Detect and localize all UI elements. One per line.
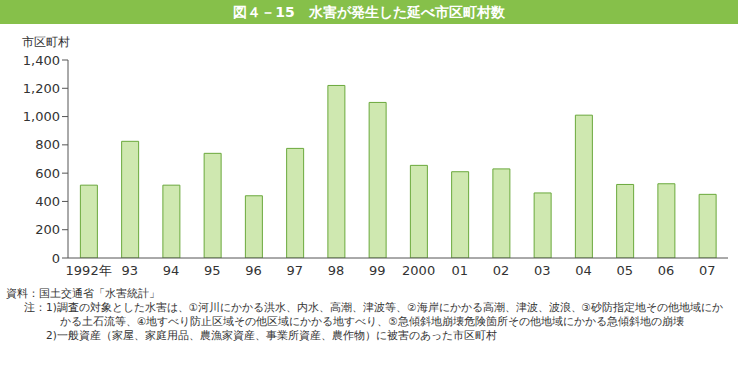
- svg-text:96: 96: [245, 263, 262, 278]
- svg-text:02: 02: [493, 263, 510, 278]
- html-text:2)一般資産（家屋、家庭用品、農漁家資産、事業所資産、農作物: 2)一般資産（家屋、家庭用品、農漁家資産、事業所資産、農作物）に被害のあった市区…: [46, 329, 497, 341]
- html-text:市区町村: 市区町村: [22, 35, 70, 49]
- svg-text:1,200: 1,200: [23, 81, 60, 96]
- svg-text:94: 94: [163, 263, 180, 278]
- svg-text:07: 07: [699, 263, 716, 278]
- svg-text:0: 0: [52, 251, 60, 266]
- html-text:図４－15 水害が発生した延べ市区町村数: 図４－15 水害が発生した延べ市区町村数: [233, 4, 505, 20]
- svg-text:2000: 2000: [402, 263, 435, 278]
- svg-text:04: 04: [575, 263, 592, 278]
- html-text:資料：国土交通省「水害統計」: 資料：国土交通省「水害統計」: [6, 287, 160, 299]
- svg-text:98: 98: [328, 263, 345, 278]
- svg-text:93: 93: [122, 263, 139, 278]
- svg-text:01: 01: [452, 263, 469, 278]
- svg-text:03: 03: [534, 263, 551, 278]
- svg-text:99: 99: [369, 263, 386, 278]
- svg-text:05: 05: [617, 263, 634, 278]
- svg-text:600: 600: [35, 166, 60, 181]
- svg-text:1,400: 1,400: [23, 53, 60, 68]
- svg-text:1992年: 1992年: [66, 263, 112, 278]
- svg-text:95: 95: [204, 263, 221, 278]
- svg-text:200: 200: [35, 222, 60, 237]
- html-text:注：1)調査の対象とした水害は、①河川にかかる洪水、内水、高: 注：1)調査の対象とした水害は、①河川にかかる洪水、内水、高潮、津波等、②海岸に…: [24, 301, 723, 327]
- svg-text:800: 800: [35, 137, 60, 152]
- svg-text:06: 06: [658, 263, 675, 278]
- svg-text:1,000: 1,000: [23, 109, 60, 124]
- svg-text:400: 400: [35, 194, 60, 209]
- svg-text:97: 97: [287, 263, 304, 278]
